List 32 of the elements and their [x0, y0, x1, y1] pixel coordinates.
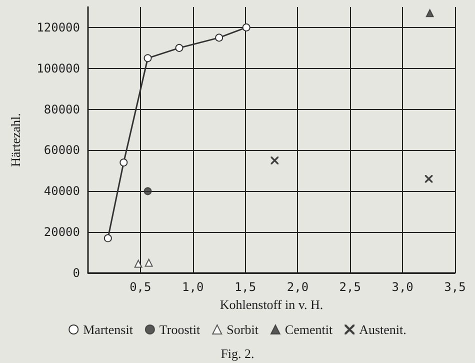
x-tick-label: 1,5 [234, 280, 256, 294]
point [144, 187, 152, 196]
y-tick-label: 100000 [36, 61, 80, 76]
y-axis-title: Härtezahl. [8, 113, 23, 167]
point [120, 158, 128, 167]
x-tick-label: 3,5 [444, 280, 466, 294]
point [215, 34, 224, 42]
y-tick-label: 20000 [44, 225, 80, 240]
point [144, 54, 152, 62]
y-tick-label: 120000 [36, 20, 80, 34]
point [134, 260, 142, 268]
legend-label: Cementit [284, 322, 333, 337]
point [144, 258, 153, 267]
y-tick-label: 0 [72, 266, 80, 280]
legend-label: Troostit [159, 322, 201, 337]
x-tick-label: 3,0 [392, 280, 414, 294]
y-tick-label: 40000 [44, 184, 80, 198]
legend-label: Martensit [83, 322, 134, 337]
point [175, 44, 184, 52]
x-tick-label: 0,5 [130, 280, 152, 294]
y-tick-label: 60000 [44, 143, 80, 158]
point [104, 234, 112, 242]
point [426, 9, 434, 18]
legend-label: Austenit. [359, 322, 406, 337]
x-tick-label: 2,0 [286, 280, 309, 294]
legend-label: Sorbit [226, 322, 259, 337]
caption: Fig. 2. [220, 346, 254, 361]
x-axis-title: Kohlenstoff in v. H. [220, 296, 324, 312]
point [242, 23, 250, 32]
x-tick-label: 2,5 [339, 280, 361, 294]
x-tick-label: 1,0 [182, 280, 204, 294]
y-tick-label: 80000 [44, 102, 80, 116]
